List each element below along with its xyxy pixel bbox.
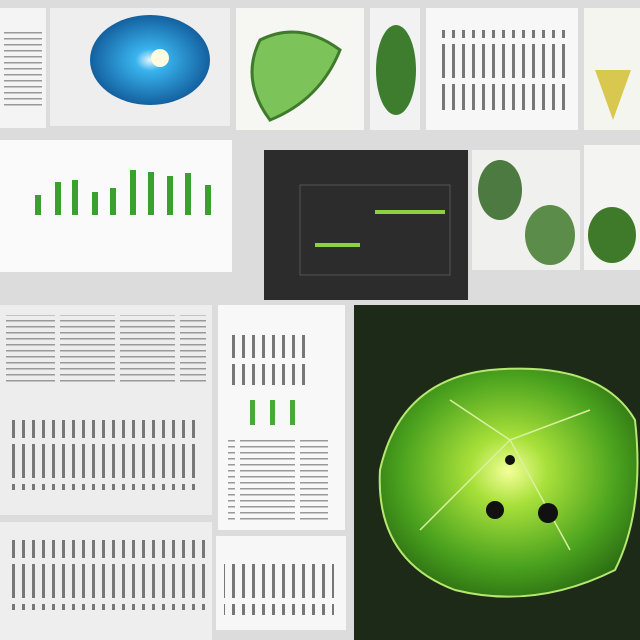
yellow-plant — [595, 70, 631, 120]
dark-chart-panel — [264, 150, 468, 300]
dot — [505, 455, 515, 465]
glowing-leaf — [378, 367, 639, 598]
diagram-bars — [6, 420, 196, 490]
plant — [588, 207, 636, 263]
flower-center — [151, 49, 169, 67]
chart-bars — [436, 30, 566, 110]
green-bars — [250, 400, 295, 425]
plant — [376, 25, 416, 115]
dot — [486, 501, 504, 519]
chart-bars — [228, 335, 308, 385]
text-lines — [4, 30, 42, 110]
leaf-diagram — [250, 30, 342, 122]
dark-chart-lines — [315, 210, 445, 247]
leaf — [525, 205, 575, 265]
leaf-veins — [419, 399, 591, 551]
top-row — [0, 8, 640, 130]
chart-bars — [224, 560, 334, 615]
text-lines — [6, 315, 206, 385]
blue-flower — [90, 15, 210, 105]
green-bars — [35, 170, 211, 215]
dark-chart-grid — [299, 184, 451, 276]
schematic-bars — [6, 540, 206, 610]
second-row — [0, 140, 640, 300]
dot — [538, 503, 558, 523]
leaf — [478, 160, 522, 220]
text-lines — [228, 440, 328, 520]
